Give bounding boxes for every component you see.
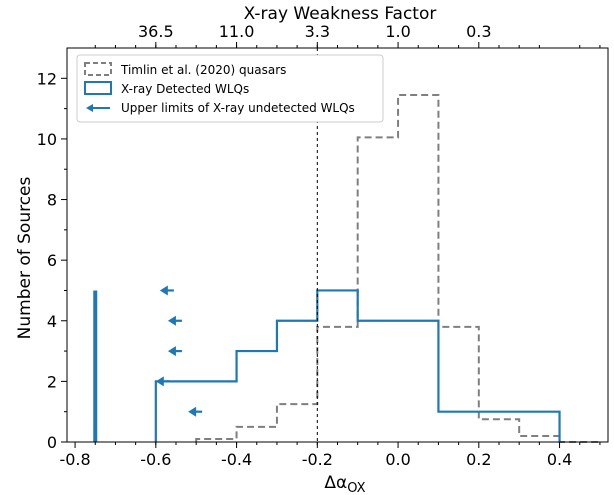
series-0-outline: [195, 93, 600, 443]
ticks-layer: -0.8 -0.6 -0.4 -0.2 0.0 0.2 0.4 0 2 4 6 8 10 12 36.5 11…: [37, 22, 601, 469]
legend-swatch-detected: [84, 81, 112, 95]
x-tick-label-1: -0.6: [140, 450, 171, 469]
top-tick-label-0: 36.5: [138, 22, 174, 41]
series-1-bin-2: [277, 321, 317, 442]
x-tick-label-3: -0.2: [302, 450, 333, 469]
x-axis-label-main: Δα: [324, 473, 347, 493]
legend-swatch-timlin: [84, 62, 112, 76]
legend-item-detected: X-ray Detected WLQs: [84, 81, 249, 96]
y-tick-label-6: 12: [37, 69, 57, 88]
series-layer: [93, 93, 600, 443]
top-tick-label-3: 1.0: [385, 22, 410, 41]
x-tick-label-4: 0.0: [385, 450, 410, 469]
y-tick-label-1: 2: [47, 372, 57, 391]
upper-limit-0: [159, 285, 174, 296]
series-1-bin-5: [438, 412, 559, 442]
x-axis-label: ΔαOX: [324, 473, 365, 495]
top-tick-label-4: 0.3: [466, 22, 491, 41]
upper-limit-4-head: [188, 406, 197, 417]
legend: Timlin et al. (2020) quasars X-ray Detec…: [76, 54, 384, 123]
series-1-bin-4: [358, 321, 439, 442]
upper-limit-3-head: [155, 376, 164, 387]
upper-limit-1: [167, 315, 182, 326]
top-axis-label: X-ray Weakness Factor: [244, 4, 437, 24]
x-tick-label-6: 0.4: [547, 450, 572, 469]
upper-limit-3: [155, 376, 170, 387]
upper-limit-4: [188, 406, 203, 417]
upper-limits-layer: [155, 285, 203, 417]
y-tick-label-4: 8: [47, 191, 57, 210]
x-axis-label-sub: OX: [347, 481, 365, 495]
legend-label-detected: X-ray Detected WLQs: [121, 82, 249, 96]
x-tick-label-0: -0.8: [59, 450, 90, 469]
legend-item-limits: Upper limits of X-ray undetected WLQs: [86, 101, 355, 115]
legend-box: [76, 54, 384, 123]
upper-limit-2-head: [167, 346, 176, 357]
legend-arrowhead-limits: [86, 104, 93, 112]
y-tick-label-2: 4: [47, 312, 57, 331]
series-1-outline: [154, 289, 561, 442]
series-1: [154, 289, 561, 442]
series-0: [195, 93, 600, 443]
legend-label-timlin: Timlin et al. (2020) quasars: [120, 63, 286, 77]
upper-limit-0-head: [159, 285, 168, 296]
x-tick-label-5: 0.2: [466, 450, 491, 469]
upper-limit-2: [167, 346, 182, 357]
upper-limit-1-head: [167, 315, 176, 326]
y-tick-label-3: 6: [47, 251, 57, 270]
y-tick-label-5: 10: [37, 130, 57, 149]
legend-item-timlin: Timlin et al. (2020) quasars: [84, 62, 286, 77]
top-tick-label-1: 11.0: [219, 22, 255, 41]
series-1-bin-1: [237, 351, 277, 442]
y-tick-label-0: 0: [47, 433, 57, 452]
y-axis-label: Number of Sources: [15, 176, 35, 339]
series-1-bin-3: [317, 290, 357, 442]
legend-label-limits: Upper limits of X-ray undetected WLQs: [121, 101, 355, 115]
top-tick-label-2: 3.3: [305, 22, 330, 41]
x-tick-label-2: -0.4: [221, 450, 252, 469]
